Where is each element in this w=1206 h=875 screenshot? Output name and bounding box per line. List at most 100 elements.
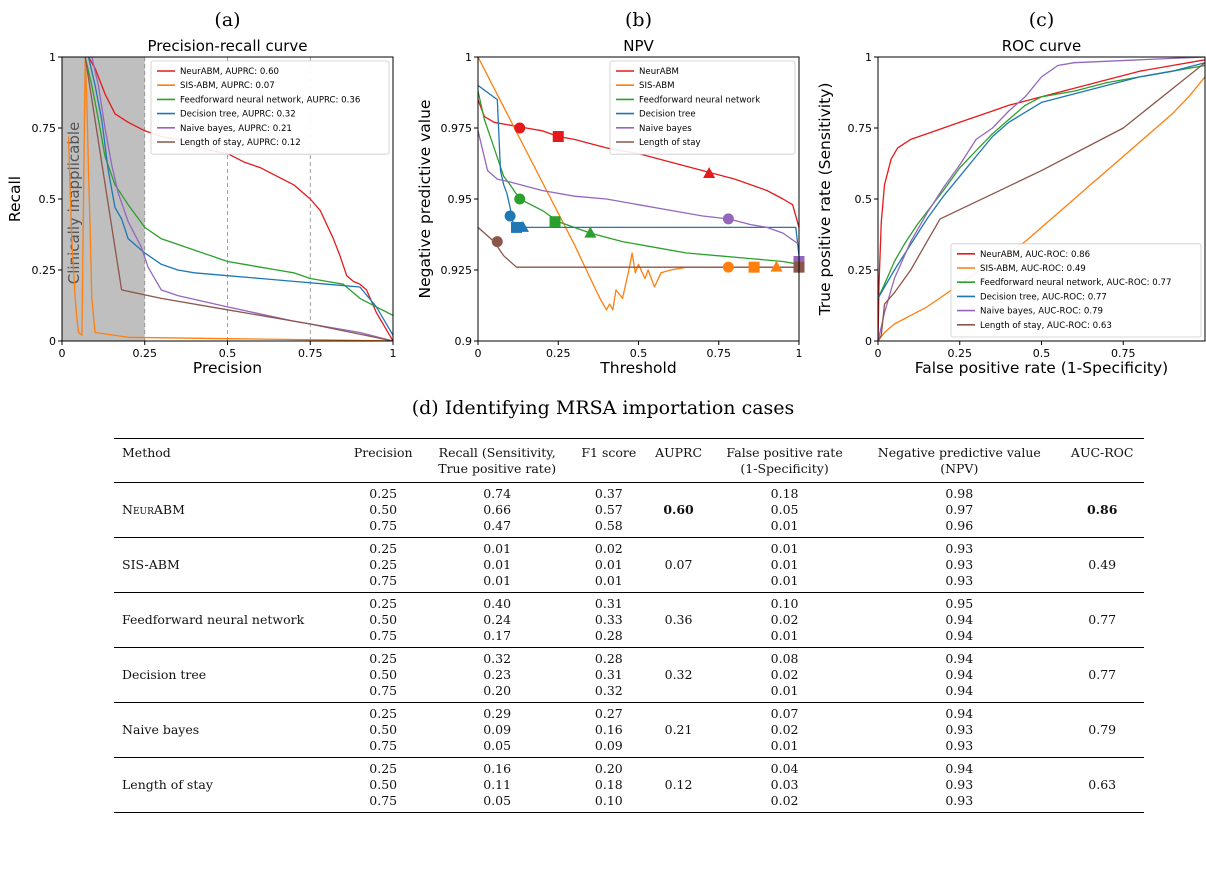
method-cell: SIS-ABM [114,537,344,593]
method-cell: Naive bayes [114,702,344,758]
series-line [478,99,799,228]
x-tick-label: 0 [59,347,66,360]
results-table: Method Precision Recall (Sensitivity, Tru… [114,438,1144,813]
npv-cell: 0.93 0.93 0.93 [858,537,1061,593]
legend-entry: NeurABM, AUPRC: 0.60 [180,67,279,77]
legend-entry: Length of stay, AUC-ROC: 0.63 [980,321,1112,331]
y-tick-label: 0.25 [32,264,57,277]
method-cell: Feedforward neural network [114,592,344,648]
series-group [478,57,799,311]
series-line [84,57,393,341]
marker-square [549,216,561,228]
x-tick-label: 0.5 [630,347,648,360]
auprc-cell: 0.21 [646,702,712,758]
y-tick-label: 0 [865,335,872,348]
legend-entry: Feedforward neural network [639,95,760,105]
recall-cell: 0.01 0.01 0.01 [422,537,572,593]
recall-cell: 0.16 0.11 0.05 [422,757,572,813]
f1-cell: 0.37 0.57 0.58 [571,482,647,538]
marker-triangle [584,226,597,238]
marker-triangle [770,260,783,272]
precision-cell: 0.25 0.50 0.75 [343,482,423,538]
legend-entry: Decision tree, AUC-ROC: 0.77 [980,292,1107,302]
header-f1: F1 score [571,438,647,483]
legend-entry: Length of stay, AUPRC: 0.12 [180,138,301,148]
legend-entry: Feedforward neural network, AUC-ROC: 0.7… [980,278,1171,288]
legend-entry: Length of stay [639,138,701,148]
auprc-cell: 0.60 [646,482,712,538]
x-axis-label: False positive rate (1-Specificity) [915,359,1168,377]
series-line [87,57,393,341]
y-tick-label: 0.5 [39,193,57,206]
method-cell: NeurABM [114,482,344,538]
legend-box [150,60,390,155]
chart-title: ROC curve [1002,37,1082,55]
y-tick-label: 0 [49,335,56,348]
series-line [478,226,799,268]
y-axis-label: True positive rate (Sensitivity) [816,83,834,317]
legend-box [950,243,1202,338]
y-axis-label: Negative predictive value [416,100,434,299]
precision-cell: 0.25 0.50 0.75 [343,757,423,813]
fpr-cell: 0.10 0.02 0.01 [711,592,859,648]
f1-cell: 0.28 0.31 0.32 [571,647,647,703]
f1-cell: 0.02 0.01 0.01 [571,537,647,593]
y-tick-label: 1 [865,51,872,64]
y-tick-label: 0.75 [32,122,57,135]
y-tick-label: 0.75 [848,122,873,135]
chart-panel-a: (a) Precision-recall curve Clinically inap… [6,9,397,377]
marker-triangle [516,220,529,232]
series-group [67,57,393,341]
panel-label: (c) [1029,9,1054,31]
y-tick-label: 0.925 [441,264,473,277]
y-axis-label: Recall [6,176,24,222]
x-tick-label: 1 [796,347,803,360]
chart-title: NPV [623,37,654,55]
y-tick-label: 1 [49,51,56,64]
npv-cell: 0.98 0.97 0.96 [858,482,1061,538]
table-caption: (d) Identifying MRSA importation cases [411,397,795,419]
chart-panel-b: (b) NPV 0 0.25 0.5 0.75 1 0.9 0.925 0.95 0.975 1 Thr… [416,9,805,377]
series-line [878,59,1205,341]
fpr-cell: 0.18 0.05 0.01 [711,482,859,538]
aucroc-cell: 0.77 [1060,592,1144,648]
aucroc-cell: 0.49 [1060,537,1144,593]
y-tick-label: 0.975 [441,122,473,135]
x-axis-label: Precision [193,359,262,377]
table-row: Naive bayes 0.25 0.50 0.75 0.29 0.09 0.05 0.27 0… [114,702,1144,758]
precision-cell: 0.25 0.50 0.75 [343,647,423,703]
method-cell: Length of stay [114,757,344,813]
f1-cell: 0.20 0.18 0.10 [571,757,647,813]
f1-cell: 0.27 0.16 0.09 [571,702,647,758]
legend-entry: Naive bayes, AUPRC: 0.21 [180,124,292,134]
recall-cell: 0.40 0.24 0.17 [422,592,572,648]
marker-circle [514,122,526,134]
y-tick-label: 0.9 [455,335,473,348]
legend: NeurABM, AUPRC: 0.60 SIS-ABM, AUPRC: 0.07… [150,60,390,155]
header-auprc: AUPRC [646,438,712,483]
marker-circle [514,193,526,205]
x-tick-label: 0.75 [298,347,323,360]
recall-cell: 0.74 0.66 0.47 [422,482,572,538]
precision-cell: 0.25 0.50 0.75 [343,592,423,648]
panel-label: (b) [625,9,652,31]
shaded-region-label: Clinically inapplicable [65,122,83,285]
x-tick-label: 0.25 [546,347,571,360]
y-tick-label: 1 [465,51,472,64]
series-line [878,76,1205,341]
series-line [878,57,1205,341]
header-recall: Recall (Sensitivity, True positive rate) [422,438,572,483]
npv-cell: 0.94 0.94 0.94 [858,647,1061,703]
chart-panel-c: (c) ROC curve 0 0.25 0.5 0.75 0 0.25 0.5 0.75 1 Fal… [816,9,1206,377]
recall-cell: 0.32 0.23 0.20 [422,647,572,703]
table-body: NeurABM 0.25 0.50 0.75 0.74 0.66 0.47 0.37 0.57 0… [114,482,1144,813]
table-row: Decision tree 0.25 0.50 0.75 0.32 0.23 0.20 0.2… [114,647,1144,703]
legend-entry: Naive bayes, AUC-ROC: 0.79 [980,307,1103,317]
table-header-row: Method Precision Recall (Sensitivity, Tru… [114,438,1144,483]
x-tick-label: 0.5 [1033,347,1051,360]
marker-square [748,261,760,273]
series-group [878,57,1205,341]
header-precision: Precision [343,438,423,483]
legend-entry: SIS-ABM, AUPRC: 0.07 [180,81,275,91]
legend: NeurABM, AUC-ROC: 0.86 SIS-ABM, AUC-ROC: … [950,243,1202,338]
